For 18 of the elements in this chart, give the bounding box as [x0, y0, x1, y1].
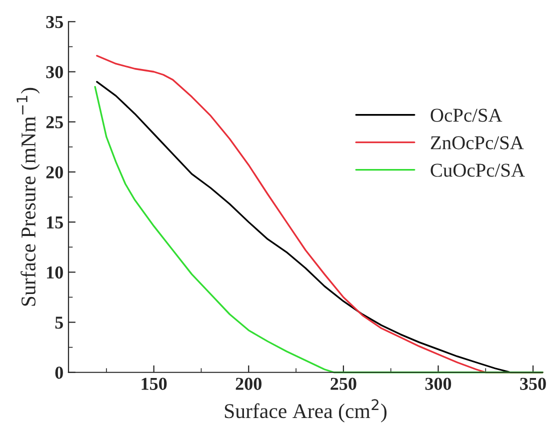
x-tick-label: 150	[142, 378, 167, 390]
x-axis-title: Surface Area (cm$^{2}$)	[224, 399, 386, 422]
y-tick-label: 0	[55, 366, 63, 379]
y-tick-label: 25	[46, 116, 63, 128]
x-tick-label: 200	[236, 378, 262, 390]
y-tick-label: 35	[46, 16, 63, 28]
legend-label: CuOcPc/SA	[430, 164, 525, 177]
y-tick-label: 15	[47, 216, 63, 229]
x-tick-label: 350	[520, 378, 546, 390]
y-axis-title: Surface Presure (mNm$^{−1}$)	[16, 88, 40, 306]
x-tick-label: 300	[425, 378, 452, 390]
y-tick-label: 20	[46, 166, 63, 178]
y-tick-label: 5	[55, 316, 63, 329]
y-tick-label: 30	[46, 66, 63, 78]
legend-label: ZnOcPc/SA	[430, 136, 524, 150]
x-tick-label: 250	[330, 378, 356, 390]
y-tick-label: 10	[47, 266, 63, 279]
legend-label: OcPc/SA	[430, 108, 502, 122]
